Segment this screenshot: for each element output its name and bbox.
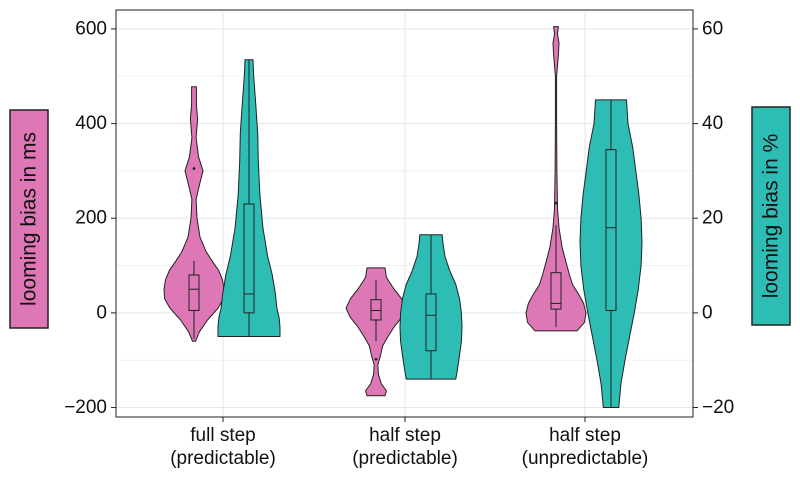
box-iqr — [550, 272, 562, 310]
left-tick-label: 0 — [96, 302, 107, 323]
left-axis-label: looming bias in ms — [18, 132, 41, 306]
right-tick-label: 0 — [702, 302, 713, 323]
box-iqr — [188, 274, 200, 312]
x-tick-label: half step (unpredictable) — [522, 425, 649, 469]
violin-body — [525, 26, 587, 332]
right-tick-label: −20 — [702, 397, 734, 418]
violin-right-0 — [217, 59, 281, 337]
outlier-point — [374, 357, 378, 361]
violin-left-2 — [525, 26, 587, 332]
violin-body — [163, 86, 225, 342]
left-tick-label: 200 — [75, 208, 107, 229]
violins — [163, 26, 643, 408]
x-tick-label-line: (unpredictable) — [522, 448, 649, 469]
x-tick-label-line: (predictable) — [170, 448, 276, 469]
right-tick-label: 60 — [702, 18, 723, 39]
box-iqr — [370, 299, 382, 321]
left-axis-label-box: looming bias in ms — [9, 109, 49, 329]
x-tick-label-line: half step — [369, 425, 441, 446]
right-axis-label: looming bias in % — [760, 134, 783, 299]
x-tick-label: full step (predictable) — [170, 425, 276, 469]
left-tick-label: 600 — [75, 18, 107, 39]
left-tick-label: 400 — [75, 113, 107, 134]
x-axis: full step (predictable)half step (predicta… — [170, 417, 648, 469]
violin-right-1 — [399, 234, 463, 380]
violin-left-1 — [345, 267, 407, 397]
box-iqr — [425, 293, 437, 352]
outlier-point — [554, 201, 558, 205]
right-tick-label: 40 — [702, 113, 723, 134]
outlier-point — [192, 167, 196, 170]
left-axis: −200 0 200 400 600 — [64, 18, 116, 418]
left-tick-label: −200 — [64, 397, 107, 418]
right-axis: −20 0 20 40 60 — [693, 18, 734, 418]
x-tick-label-line: half step — [549, 425, 621, 446]
violin-left-0 — [163, 86, 225, 342]
x-tick-label-line: full step — [190, 425, 255, 446]
violin-body — [399, 234, 463, 380]
x-tick-label: half step (predictable) — [352, 425, 458, 469]
violin-right-2 — [579, 99, 643, 408]
violin-body — [579, 99, 643, 408]
right-axis-label-box: looming bias in % — [751, 106, 791, 326]
x-tick-label-line: (predictable) — [352, 448, 458, 469]
box-iqr — [243, 203, 255, 314]
right-tick-label: 20 — [702, 208, 723, 229]
box-iqr — [605, 149, 617, 312]
